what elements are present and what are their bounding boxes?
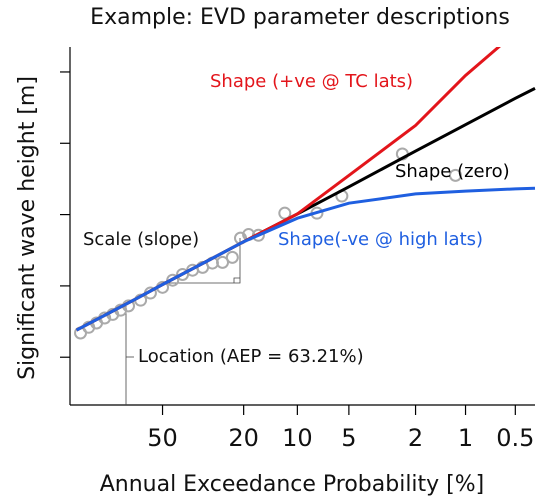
x-axis-label: Annual Exceedance Probability [%]	[100, 472, 485, 497]
data-point	[216, 255, 230, 269]
y-axis-label: Significant wave height [m]	[15, 76, 40, 380]
scale-corner	[233, 277, 240, 283]
x-tick-label: 20	[228, 424, 259, 452]
plot-area	[74, 47, 536, 340]
x-tick-label: 1	[458, 424, 473, 452]
location-guide	[125, 306, 134, 405]
data-point	[166, 273, 180, 287]
scale-triangle	[168, 238, 241, 284]
data-point	[448, 168, 462, 182]
data-point	[225, 250, 239, 264]
series-label: Shape (zero)	[395, 161, 510, 182]
series-line	[75, 186, 536, 332]
scale-guide	[168, 238, 241, 284]
x-tick-label: 0.5	[496, 424, 534, 452]
chart-title: Example: EVD parameter descriptions	[90, 5, 510, 30]
x-tick-label: 2	[408, 424, 423, 452]
series-label: Shape(-ve @ high lats)	[278, 229, 483, 250]
annotation: Location (AEP = 63.21%)	[138, 346, 364, 367]
annotation: Scale (slope)	[83, 229, 199, 250]
data-point	[278, 206, 292, 220]
x-tick-label: 50	[147, 424, 178, 452]
x-tick-label: 10	[282, 424, 313, 452]
x-tick-label: 5	[341, 424, 356, 452]
series-label: Shape (+ve @ TC lats)	[210, 71, 413, 92]
